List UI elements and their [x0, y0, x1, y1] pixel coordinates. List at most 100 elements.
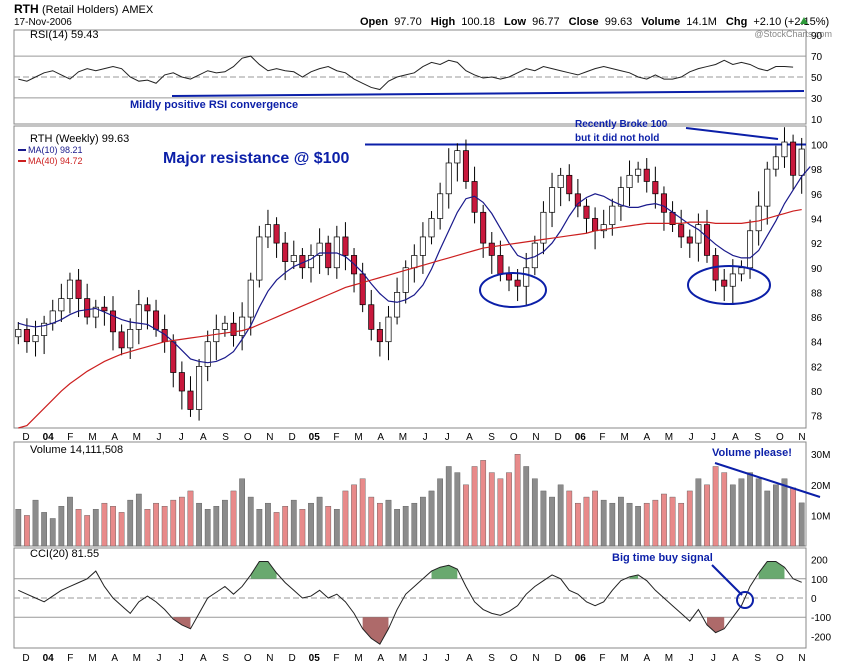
volume-bar [549, 496, 555, 547]
volume-bar [471, 466, 478, 547]
volume-bar [420, 496, 426, 547]
volume-bar [738, 478, 745, 547]
cci-x-label: D [288, 653, 295, 664]
cci-negative-area [707, 617, 725, 633]
price-candle [385, 316, 392, 343]
volume-bar [686, 490, 693, 547]
volume-bar [299, 509, 306, 547]
cci-x-label: J [689, 653, 694, 664]
price-candle [609, 205, 616, 225]
cci-x-label: M [88, 653, 96, 664]
price-candle [462, 150, 469, 182]
price-x-label: A [111, 432, 118, 443]
price-candle [15, 329, 22, 338]
low-label: Low [504, 16, 526, 28]
price-candle [376, 329, 383, 343]
up-arrow-icon [800, 17, 808, 24]
cci-x-label: 05 [309, 653, 321, 664]
price-candle [135, 304, 142, 330]
cci-x-label: A [643, 653, 650, 664]
cci-x-label: J [711, 653, 716, 664]
cci-tick-label: 200 [811, 556, 828, 567]
volume-bar [747, 472, 753, 547]
high-value: 100.18 [461, 16, 495, 28]
price-candle [118, 331, 125, 349]
price-candle [790, 141, 797, 176]
cci-tick-label: -200 [811, 632, 831, 643]
volume-bar [661, 493, 667, 547]
ma40-line [18, 208, 802, 429]
price-x-label: N [266, 432, 273, 443]
cci-positive-area [758, 561, 785, 579]
volume-bar [488, 472, 495, 547]
cci-negative-area [173, 617, 191, 629]
price-x-label: A [643, 432, 650, 443]
price-candle [49, 310, 56, 324]
rsi-tick-label: 90 [811, 31, 823, 42]
volume-bar [755, 478, 762, 547]
price-candle [574, 193, 581, 207]
price-candle [58, 298, 65, 312]
price-tick-label: 90 [811, 264, 823, 275]
price-candle [75, 279, 82, 299]
volume-bar [342, 490, 349, 547]
volume-bar [144, 509, 151, 547]
price-candle [187, 390, 194, 410]
price-candle [635, 168, 642, 176]
price-title: RTH (Weekly) 99.63 [30, 133, 129, 145]
volume-bar [290, 499, 297, 547]
volume-bar [196, 502, 202, 547]
rsi-tick-label: 50 [811, 73, 823, 84]
cci-x-label: M [399, 653, 407, 664]
volume-bar [721, 472, 728, 547]
volume-bar [764, 490, 771, 547]
price-candle [617, 187, 624, 207]
cci-x-label: A [732, 653, 739, 664]
price-candle [523, 267, 530, 287]
cci-x-label: J [445, 653, 450, 664]
volume-bar [531, 478, 538, 547]
cci-positive-area [250, 561, 277, 579]
price-x-label: 04 [43, 432, 55, 443]
price-candle [204, 341, 211, 367]
volume-bar [368, 496, 375, 547]
volume-value: 14.1M [686, 16, 717, 28]
cci-x-label: F [333, 653, 339, 664]
volume-bar [600, 499, 607, 547]
price-candle [230, 322, 237, 336]
price-candle [41, 322, 48, 336]
price-candle [437, 193, 444, 219]
volume-bar [428, 490, 435, 547]
volume-bar [75, 509, 82, 547]
volume-bar [247, 496, 254, 547]
volume-bar [790, 487, 796, 547]
price-candle [747, 230, 754, 269]
volume-bar [118, 512, 125, 547]
price-candle [626, 174, 633, 188]
price-x-label: M [620, 432, 628, 443]
volume-bar [394, 509, 400, 547]
price-candle [505, 273, 513, 281]
rsi-tick-label: 10 [811, 115, 823, 126]
cci-x-label: O [776, 653, 784, 664]
price-candle [66, 279, 73, 299]
broke-annotation-line1: Recently Broke 100 [575, 119, 668, 130]
volume-bar [411, 502, 418, 547]
volume-bar [445, 466, 452, 547]
price-candle [781, 141, 788, 158]
chart-date: 17-Nov-2006 [14, 17, 72, 28]
rsi-annotation: Mildly positive RSI convergence [130, 99, 298, 111]
low-value: 96.77 [532, 16, 560, 28]
bottom-circle-1 [479, 272, 547, 308]
price-candle [488, 242, 495, 256]
price-x-label: M [88, 432, 96, 443]
volume-bar [239, 478, 245, 547]
volume-bar [15, 509, 22, 547]
cci-x-label: N [532, 653, 539, 664]
volume-bar [325, 506, 332, 547]
price-candle [402, 267, 409, 293]
chg-label: Chg [726, 16, 747, 28]
volume-bar [84, 515, 91, 547]
price-candle [144, 304, 151, 312]
volume-bar [781, 478, 788, 547]
